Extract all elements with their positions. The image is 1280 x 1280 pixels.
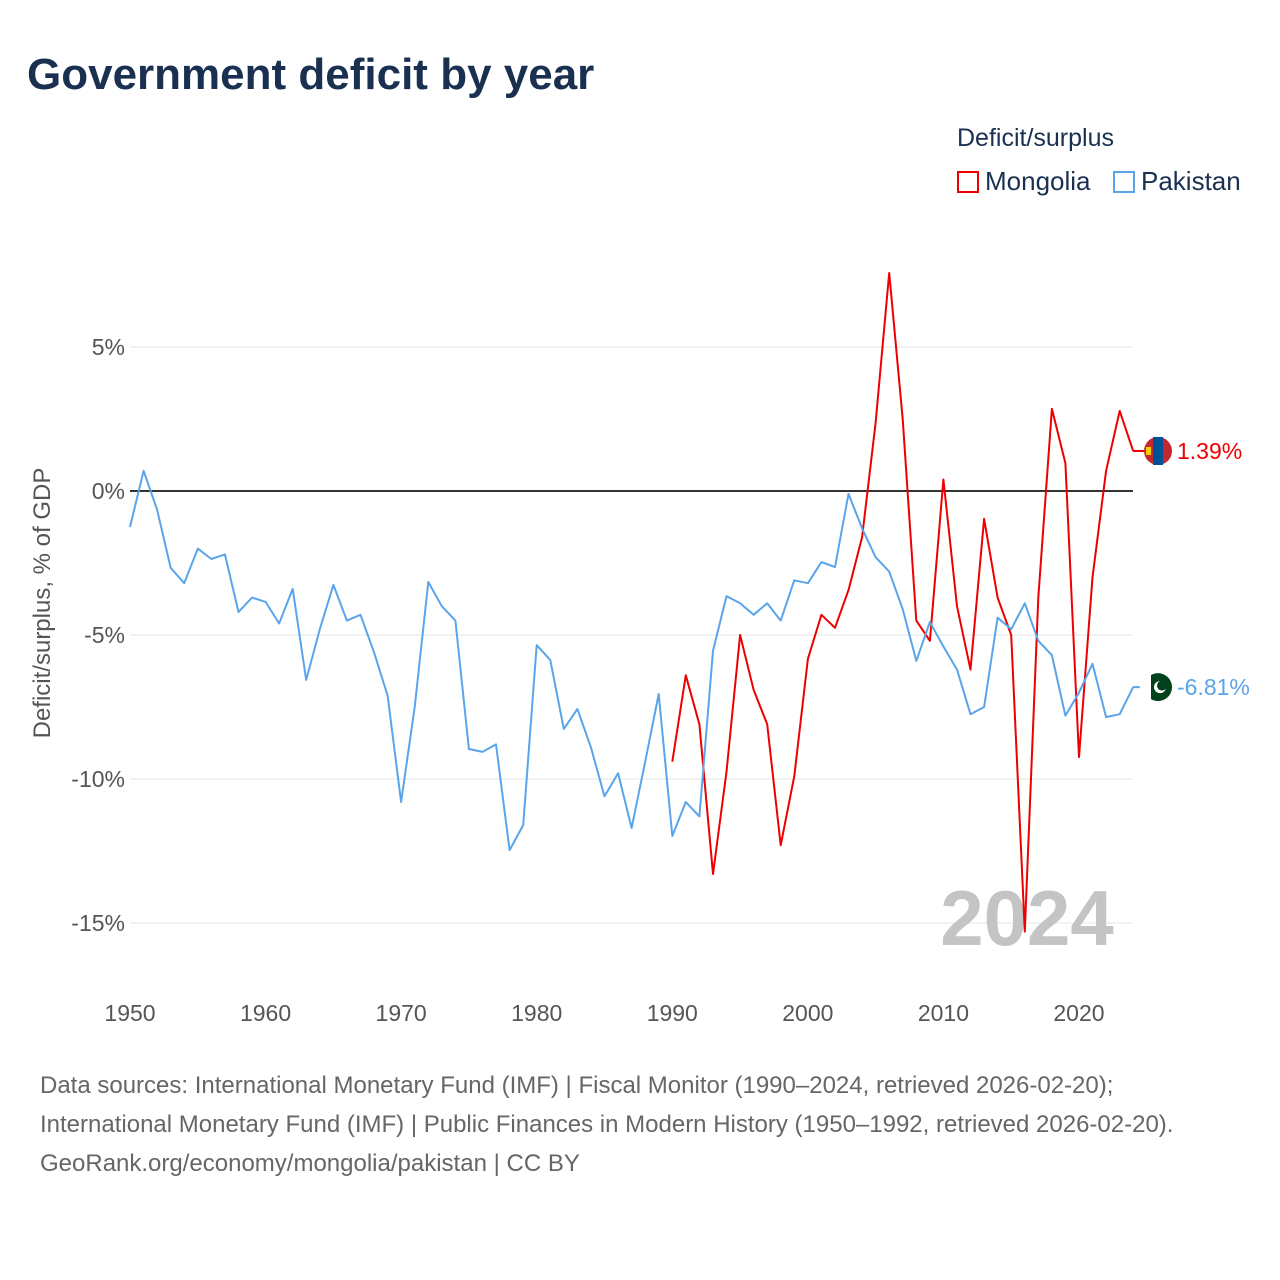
footer: Data sources: International Monetary Fun… xyxy=(40,1066,1240,1183)
credit-link[interactable]: GeoRank.org/economy/mongolia/pakistan | … xyxy=(40,1150,580,1177)
x-tick-label: 2000 xyxy=(782,1000,833,1026)
x-tick-label: 2020 xyxy=(1053,1000,1104,1026)
pakistan-flag-icon xyxy=(1139,673,1172,702)
legend-title: Deficit/surplus xyxy=(957,124,1114,152)
y-axis-label: Deficit/surplus, % of GDP xyxy=(29,468,56,739)
legend-label-mongolia: Mongolia xyxy=(985,166,1091,196)
x-tick-label: 1950 xyxy=(104,1000,155,1026)
legend-label-pakistan: Pakistan xyxy=(1141,166,1241,196)
y-tick-label: 0% xyxy=(92,478,125,504)
end-label-pakistan: -6.81% xyxy=(1177,674,1250,700)
x-tick-label: 2010 xyxy=(918,1000,969,1026)
x-tick-label: 1990 xyxy=(647,1000,698,1026)
series-line-pakistan xyxy=(129,469,1135,852)
y-tick-label: -10% xyxy=(71,766,125,792)
legend-item-pakistan[interactable]: Pakistan xyxy=(1113,166,1241,197)
legend-swatch-mongolia xyxy=(957,170,979,193)
x-tick-label: 1960 xyxy=(240,1000,291,1026)
mongolia-flag-icon xyxy=(1144,436,1172,465)
y-tick-label: -15% xyxy=(71,910,125,936)
data-sources: Data sources: International Monetary Fun… xyxy=(40,1072,1174,1138)
end-label-mongolia: 1.39% xyxy=(1177,438,1242,464)
y-tick-label: 5% xyxy=(92,334,125,360)
x-tick-label: 1980 xyxy=(511,1000,562,1026)
chart-title: Government deficit by year xyxy=(27,50,595,99)
x-tick-label: 1970 xyxy=(376,1000,427,1026)
legend-swatch-pakistan xyxy=(1113,170,1135,193)
y-tick-label: -5% xyxy=(84,622,125,648)
series-line-mongolia xyxy=(671,272,1135,933)
legend-item-mongolia[interactable]: Mongolia xyxy=(957,166,1091,197)
